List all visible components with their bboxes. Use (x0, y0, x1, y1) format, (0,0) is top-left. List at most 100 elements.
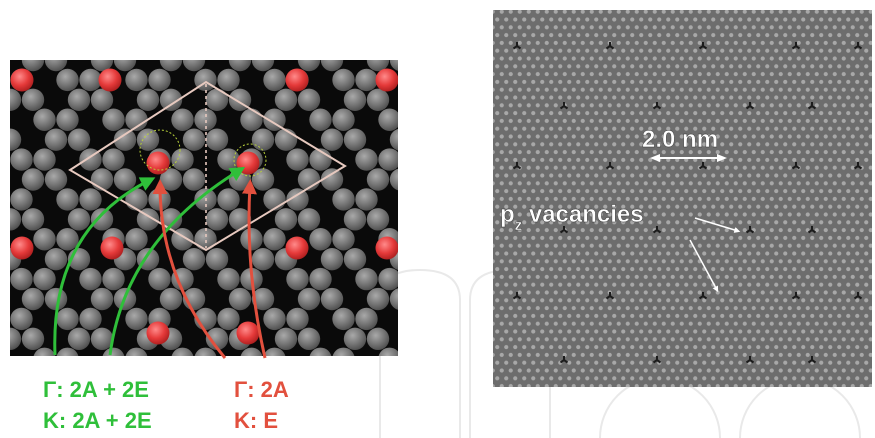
lattice-atom (44, 247, 68, 271)
lattice-atom (343, 88, 367, 112)
lattice-atom (355, 148, 378, 171)
lattice-atom (125, 228, 148, 251)
lattice-atom (136, 88, 160, 112)
scale-bar-label: 2.0 nm (642, 126, 718, 153)
red-arrow-2 (241, 179, 267, 359)
lattice-atom (0, 69, 10, 91)
lattice-atom (10, 29, 32, 51)
lattice-atom (286, 29, 308, 51)
vacancy-defect (652, 356, 662, 364)
lattice-atom (401, 308, 423, 330)
lattice-atom (297, 208, 321, 231)
lattice-atom (413, 89, 435, 111)
lattice-atom (343, 327, 367, 351)
lattice-atom (79, 188, 102, 211)
lattice-atom (378, 267, 398, 291)
green-arrow-2 (108, 166, 246, 356)
orbital-marks (139, 129, 267, 177)
lattice-atom (297, 287, 321, 311)
lattice-atom (56, 307, 79, 331)
lattice-atom (79, 68, 102, 92)
lattice-atom (424, 387, 446, 409)
lattice-atom (21, 88, 45, 112)
lattice-atom (378, 387, 400, 409)
lattice-atom (194, 228, 217, 251)
lattice-atom (171, 148, 194, 171)
stm-image (493, 10, 872, 387)
lattice-atom (182, 60, 206, 72)
lattice-atom (194, 108, 217, 131)
lattice-atom (148, 29, 170, 51)
lattice-atom (389, 288, 398, 310)
vacancy-defect (605, 42, 615, 50)
vacancy-defect (791, 162, 801, 170)
lattice-atom (355, 68, 378, 92)
lattice-atom (344, 367, 366, 389)
lattice-atom (205, 327, 229, 351)
lattice-atom (332, 228, 355, 251)
lattice-atom (401, 228, 423, 250)
vacancy-atom (100, 236, 124, 260)
lattice-atom (67, 128, 91, 151)
lattice-atom (90, 208, 114, 231)
lattice-atom (286, 387, 308, 409)
lattice-atom (182, 128, 206, 151)
vacancy-defect (559, 226, 569, 234)
lattice-atom (378, 29, 400, 51)
lattice-atom (343, 208, 367, 231)
vacancy-atom (146, 321, 170, 345)
lattice-atom (113, 168, 137, 191)
lattice-atom (10, 148, 33, 171)
vacancy-defect (605, 292, 615, 300)
vacancy-defect (807, 356, 817, 364)
lattice-atom (182, 168, 206, 191)
lattice-atom (320, 287, 344, 311)
red-arrow-1 (152, 179, 227, 359)
lattice-atom (113, 128, 137, 151)
green-label-line2: K: 2A + 2E (43, 408, 152, 433)
lattice-atom (125, 68, 148, 92)
lattice-atom (263, 307, 286, 331)
lattice-atom (44, 128, 68, 151)
lattice-atom (286, 188, 309, 211)
lattice-atom (102, 29, 124, 51)
vacancy-atom (285, 236, 309, 260)
lattice-atom (228, 287, 252, 311)
lattice-atom (332, 188, 355, 211)
lattice-atom (274, 208, 298, 231)
lattice-atom (10, 128, 22, 151)
lattice-atom (44, 287, 68, 311)
lattice-atom (401, 348, 423, 370)
lattice-atom (205, 128, 229, 151)
lattice-model-panel: Γ: 2A + 2E K: 2A + 2E Γ: 2A K: E (0, 29, 446, 433)
unit-cell-outline (68, 80, 347, 252)
lattice-atom (205, 208, 229, 231)
lattice-atom (159, 208, 183, 231)
lattice-atom (309, 228, 332, 251)
lattice-atom (424, 188, 446, 210)
lattice-atom (401, 109, 423, 131)
red-label-line2: K: E (234, 408, 278, 433)
lattice-atom (366, 88, 390, 112)
lattice-atom (206, 367, 228, 389)
lattice-atom (297, 60, 321, 72)
lattice-atom (217, 267, 240, 291)
lattice-atom (10, 387, 32, 409)
vacancy-atoms (10, 68, 398, 345)
vacancy-atom (375, 236, 398, 260)
lattice-atom (183, 367, 205, 389)
lattice-atom (332, 347, 355, 356)
lattice-atom (136, 128, 160, 151)
vacancy-defect (853, 162, 863, 170)
lattice-atom (366, 327, 390, 351)
lattice-atom (0, 188, 10, 210)
green-arrow-1 (53, 177, 156, 356)
vacancy-defect (698, 42, 708, 50)
lattice-atom (21, 168, 45, 191)
lattice-atom (33, 347, 56, 356)
lattice-atom (56, 68, 79, 92)
lattice-atom (240, 108, 263, 131)
vacancy-defect (605, 162, 615, 170)
lattice-atom (0, 109, 10, 131)
vacancy-defect (853, 42, 863, 50)
